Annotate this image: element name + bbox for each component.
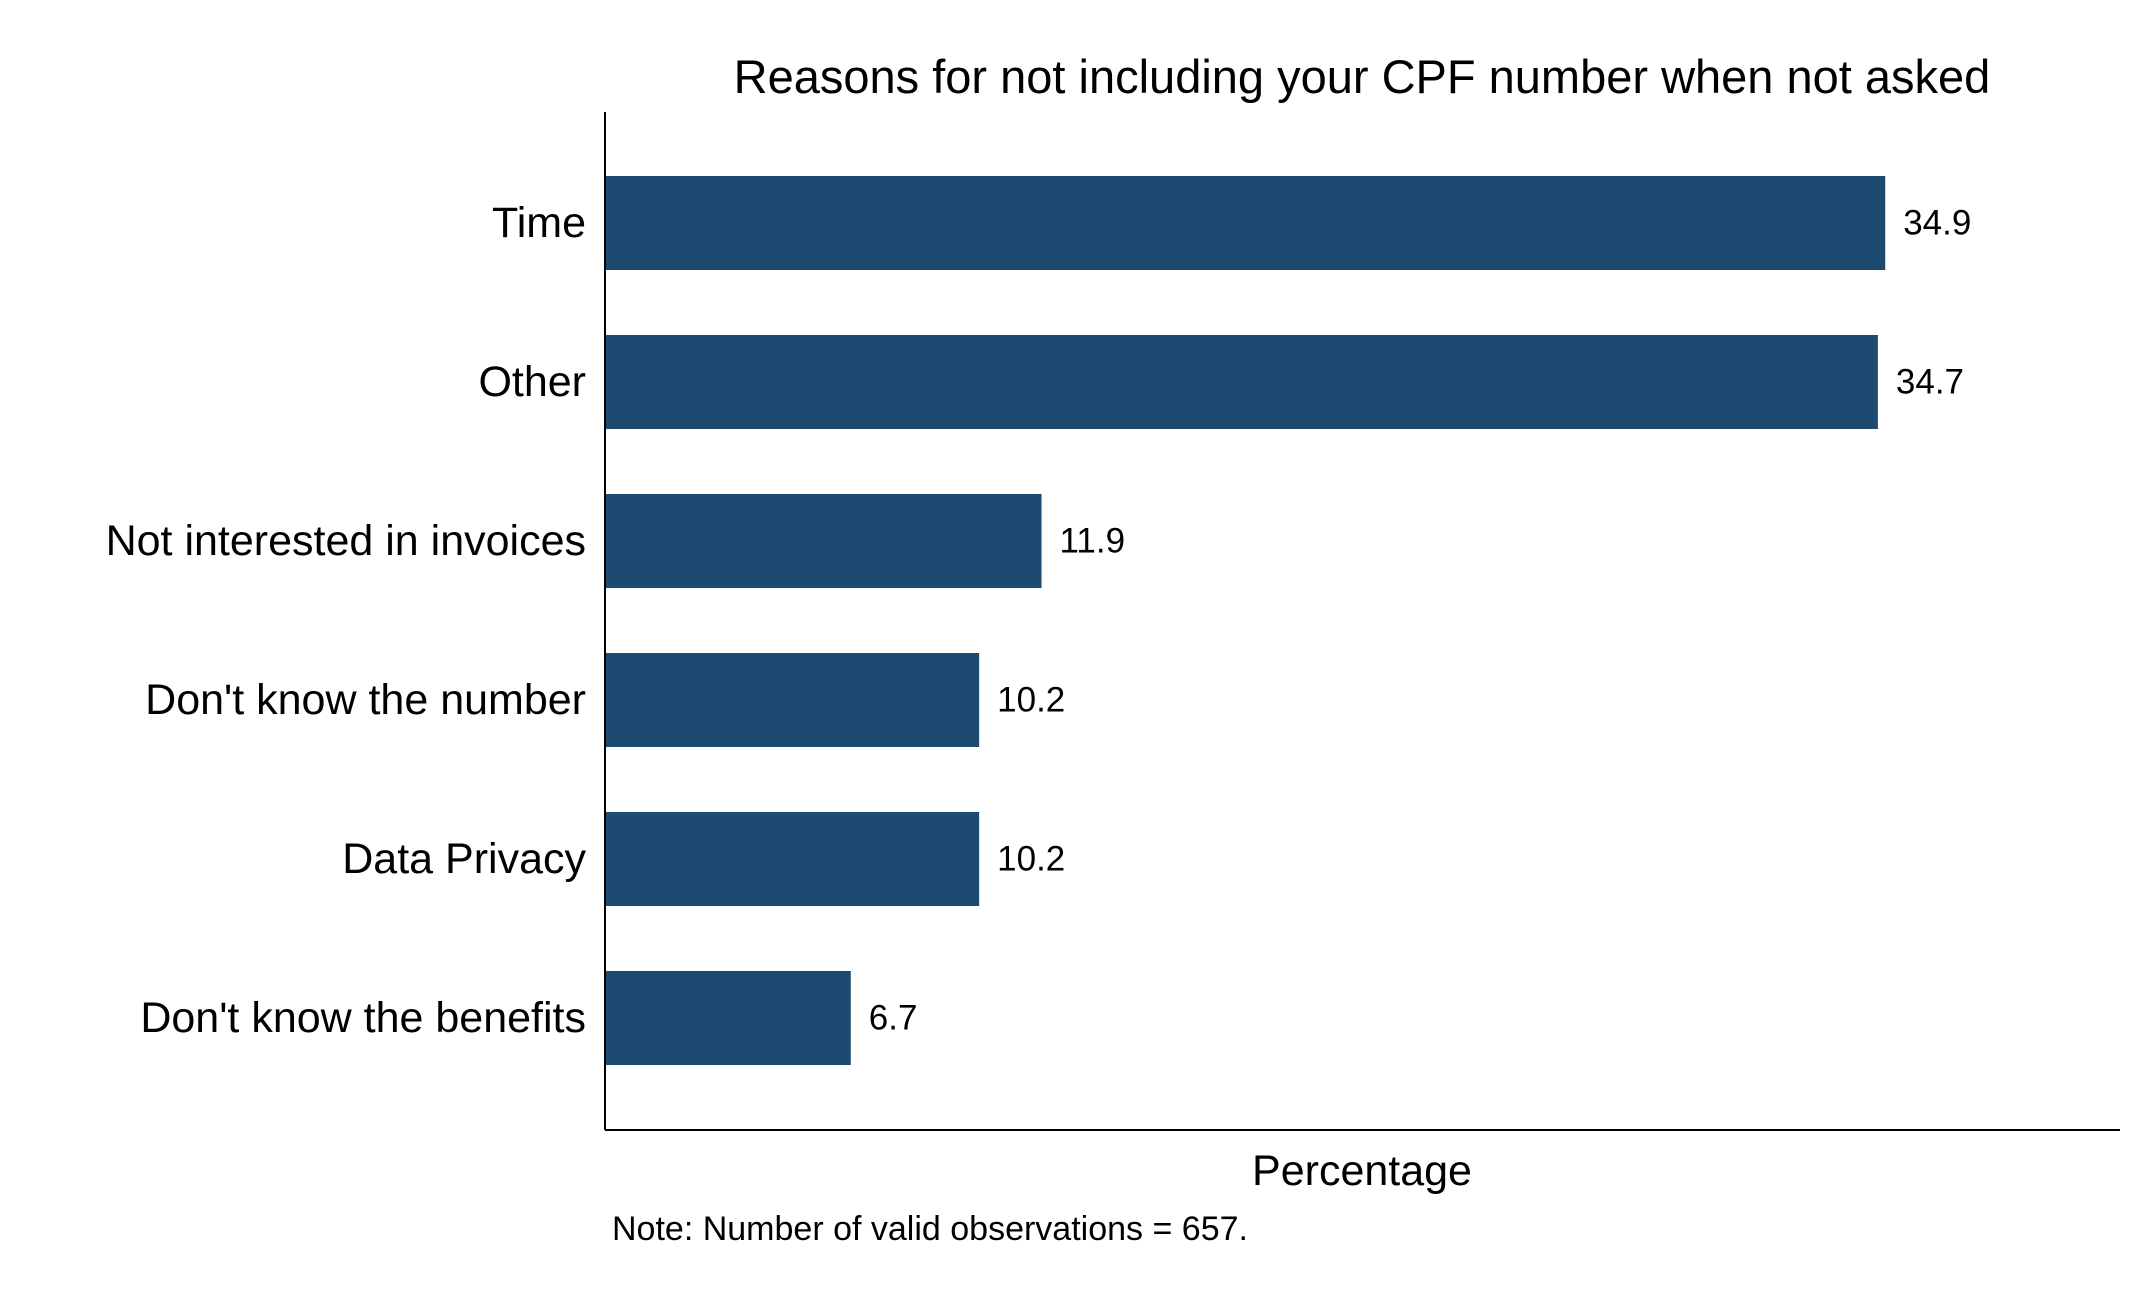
bar-not-interested-in-invoices: [605, 494, 1042, 588]
value-label-other: 34.7: [1896, 363, 1964, 402]
category-label-data-privacy: Data Privacy: [342, 835, 586, 883]
axes-layer: [604, 112, 2120, 1131]
bars-layer: Time 34.9 Other 34.7 Not interested in invoi…: [106, 176, 1971, 1065]
bar-time: [605, 176, 1886, 270]
bar-other: [605, 335, 1878, 429]
value-label-time: 34.9: [1903, 204, 1971, 243]
category-label-not-interested-in-invoices: Not interested in invoices: [106, 517, 586, 565]
category-label-time: Time: [492, 199, 586, 247]
category-label-other: Other: [478, 358, 586, 406]
value-label-not-interested-in-invoices: 11.9: [1060, 522, 1126, 561]
bar-don-t-know-the-benefits: [605, 971, 851, 1065]
value-label-don-t-know-the-number: 10.2: [997, 681, 1065, 720]
category-label-don-t-know-the-benefits: Don't know the benefits: [140, 994, 586, 1042]
bar-don-t-know-the-number: [605, 653, 980, 747]
category-label-don-t-know-the-number: Don't know the number: [145, 676, 586, 724]
x-axis-title: Percentage: [1252, 1147, 1472, 1195]
value-label-data-privacy: 10.2: [997, 840, 1065, 879]
chart-note: Note: Number of valid observations = 657…: [612, 1210, 1248, 1248]
value-label-don-t-know-the-benefits: 6.7: [869, 999, 918, 1038]
chart-title: Reasons for not including your CPF numbe…: [734, 50, 1991, 103]
bar-data-privacy: [605, 812, 980, 906]
